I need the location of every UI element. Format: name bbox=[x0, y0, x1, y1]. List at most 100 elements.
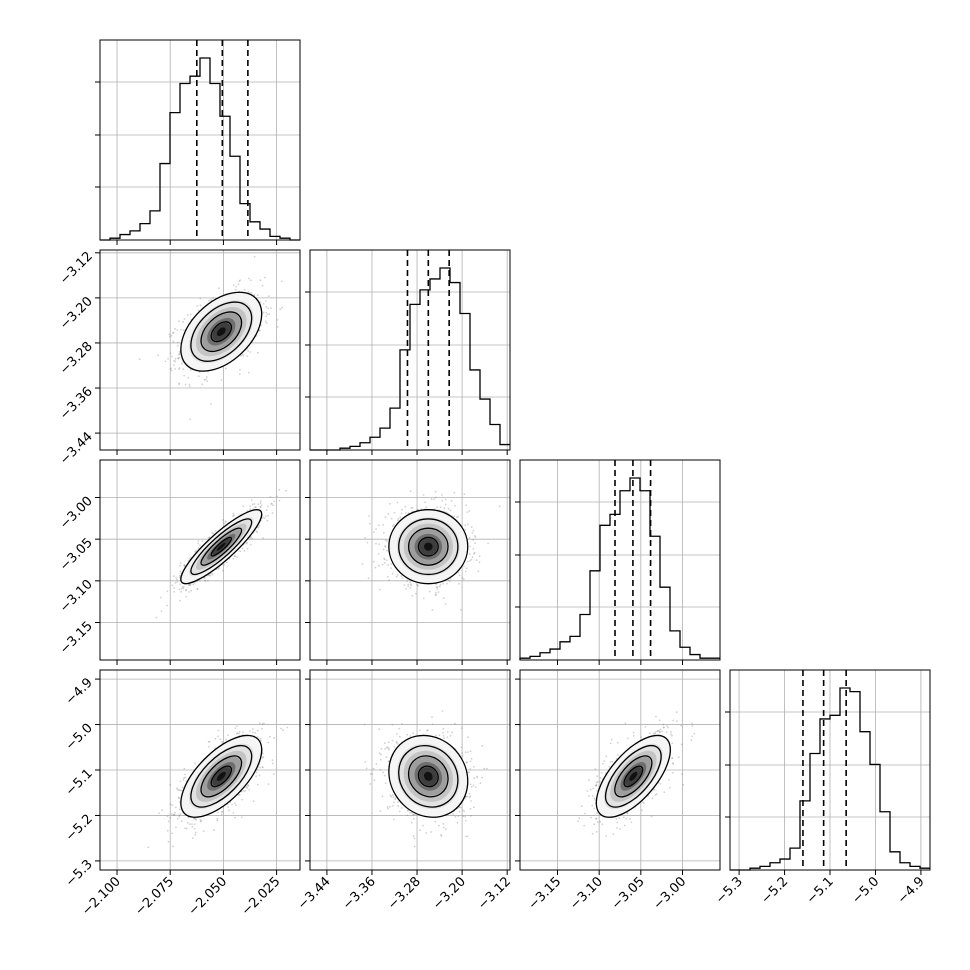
scatter-point bbox=[184, 773, 187, 776]
scatter-point bbox=[217, 287, 220, 289]
scatter-point bbox=[478, 561, 481, 564]
scatter-point bbox=[269, 496, 272, 498]
scatter-point bbox=[377, 553, 380, 555]
scatter-point bbox=[390, 517, 393, 520]
scatter-point bbox=[467, 560, 469, 563]
scatter-point bbox=[366, 541, 369, 544]
scatter-point bbox=[196, 588, 199, 590]
scatter-point bbox=[239, 279, 242, 282]
scatter-point bbox=[460, 609, 462, 611]
scatter-point bbox=[174, 357, 177, 360]
panel-3-0: −2.100 −2.075 −2.050 −2.025−5.3−5.2−5.1−5.0… bbox=[63, 669, 301, 919]
scatter-point bbox=[256, 769, 259, 771]
scatter-point bbox=[191, 823, 193, 825]
y-tick-label: −3.10 bbox=[57, 577, 96, 616]
scatter-point bbox=[168, 333, 171, 336]
scatter-point bbox=[396, 743, 399, 745]
scatter-point bbox=[383, 557, 385, 560]
scatter-point bbox=[170, 813, 173, 815]
scatter-point bbox=[187, 376, 190, 379]
scatter-point bbox=[365, 767, 368, 770]
scatter-point bbox=[175, 826, 177, 829]
scatter-point bbox=[281, 306, 283, 309]
scatter-point bbox=[194, 550, 197, 553]
scatter-point bbox=[198, 580, 201, 582]
scatter-point bbox=[167, 820, 170, 823]
scatter-point bbox=[470, 526, 473, 528]
scatter-point bbox=[468, 553, 471, 556]
scatter-point bbox=[397, 519, 399, 522]
scatter-point bbox=[386, 540, 388, 542]
scatter-point bbox=[253, 503, 256, 505]
scatter-point bbox=[388, 502, 391, 505]
scatter-point bbox=[443, 507, 446, 510]
scatter-point bbox=[375, 542, 377, 545]
scatter-point bbox=[212, 532, 215, 535]
scatter-point bbox=[157, 354, 160, 357]
scatter-point bbox=[180, 591, 183, 593]
scatter-point bbox=[236, 732, 239, 734]
scatter-point bbox=[174, 806, 177, 809]
contour-line bbox=[190, 301, 253, 362]
scatter-point bbox=[155, 616, 158, 619]
scatter-point bbox=[469, 750, 472, 753]
y-tick-label: −3.28 bbox=[57, 339, 96, 378]
panel-frame bbox=[519, 459, 721, 661]
histogram-step bbox=[310, 267, 510, 451]
scatter-point bbox=[205, 376, 208, 378]
scatter-point bbox=[254, 732, 256, 734]
scatter-point bbox=[247, 371, 250, 374]
scatter-point bbox=[375, 763, 378, 765]
scatter-point bbox=[172, 331, 175, 334]
contour-line bbox=[210, 536, 233, 557]
scatter-point bbox=[241, 816, 243, 819]
scatter-point bbox=[271, 512, 274, 514]
scatter-point bbox=[239, 550, 242, 553]
scatter-point bbox=[449, 580, 451, 582]
scatter-point bbox=[195, 819, 198, 821]
scatter-point bbox=[407, 585, 409, 588]
scatter-point bbox=[382, 531, 385, 534]
scatter-point bbox=[220, 813, 223, 816]
scatter-point bbox=[174, 327, 177, 330]
contour-line bbox=[190, 518, 253, 576]
scatter-point bbox=[476, 776, 478, 779]
scatter-point bbox=[265, 509, 268, 512]
panel-frame bbox=[99, 459, 301, 661]
density-shade bbox=[216, 327, 226, 337]
scatter-point bbox=[192, 583, 195, 586]
scatter-point bbox=[259, 502, 262, 505]
scatter-point bbox=[388, 805, 391, 808]
scatter-point bbox=[276, 319, 279, 321]
scatter-point bbox=[246, 355, 249, 357]
scatter-point bbox=[208, 536, 211, 539]
contour-line bbox=[180, 734, 263, 818]
scatter-point bbox=[276, 495, 279, 498]
scatter-point bbox=[190, 589, 193, 592]
scatter-point bbox=[249, 537, 252, 540]
scatter-point bbox=[405, 588, 407, 590]
scatter-point bbox=[264, 276, 266, 279]
scatter-point bbox=[246, 541, 249, 544]
scatter-point bbox=[469, 760, 472, 763]
scatter-point bbox=[224, 520, 227, 523]
scatter-point bbox=[166, 815, 169, 818]
scatter-point bbox=[449, 509, 452, 512]
scatter-point bbox=[261, 516, 264, 519]
scatter-point bbox=[369, 772, 372, 775]
scatter-point bbox=[255, 530, 258, 533]
scatter-point bbox=[180, 328, 182, 331]
scatter-point bbox=[176, 581, 179, 583]
scatter-point bbox=[173, 814, 176, 816]
scatter-point bbox=[248, 789, 251, 791]
scatter-point bbox=[138, 358, 141, 361]
scatter-point bbox=[234, 816, 236, 819]
scatter-point bbox=[179, 583, 181, 586]
scatter-point bbox=[174, 582, 177, 584]
scatter-point bbox=[173, 813, 176, 816]
scatter-point bbox=[169, 368, 172, 371]
scatter-point bbox=[247, 784, 249, 786]
y-tick-label: −3.36 bbox=[57, 384, 96, 423]
scatter-point bbox=[383, 558, 386, 561]
scatter-point bbox=[251, 731, 254, 734]
